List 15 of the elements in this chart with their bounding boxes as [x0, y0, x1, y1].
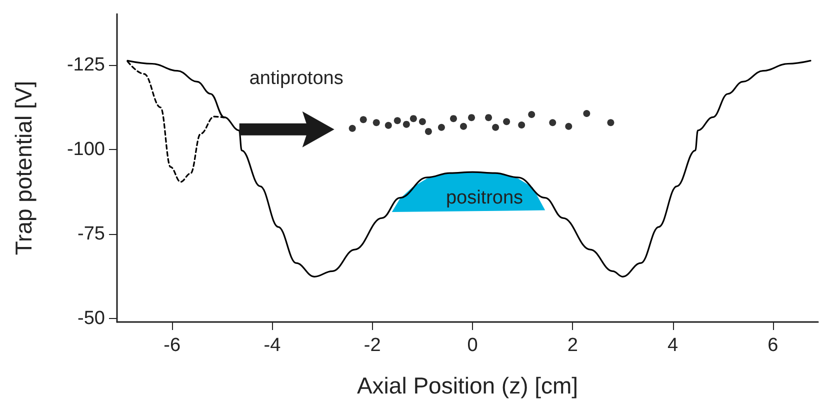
y-axis-title: Trap potential [V]	[10, 80, 36, 256]
x-tick-label: -4	[264, 335, 282, 356]
x-tick-label: -6	[164, 335, 181, 356]
x-tick-label: 0	[467, 335, 478, 356]
x-tick-label: 6	[768, 335, 778, 356]
x-tick-label: 2	[567, 335, 578, 356]
y-tick-label: -100	[66, 138, 105, 160]
x-axis-title: Axial Position (z) [cm]	[356, 372, 578, 398]
y-tick-label: -125	[66, 54, 105, 76]
y-tick-label: -75	[78, 224, 105, 244]
series-label: antiprotons	[249, 68, 344, 89]
x-tick-label: -2	[364, 335, 381, 356]
x-tick-label: 4	[668, 335, 679, 356]
y-tick-label: -50	[78, 308, 105, 330]
series-label: positrons	[446, 188, 524, 209]
